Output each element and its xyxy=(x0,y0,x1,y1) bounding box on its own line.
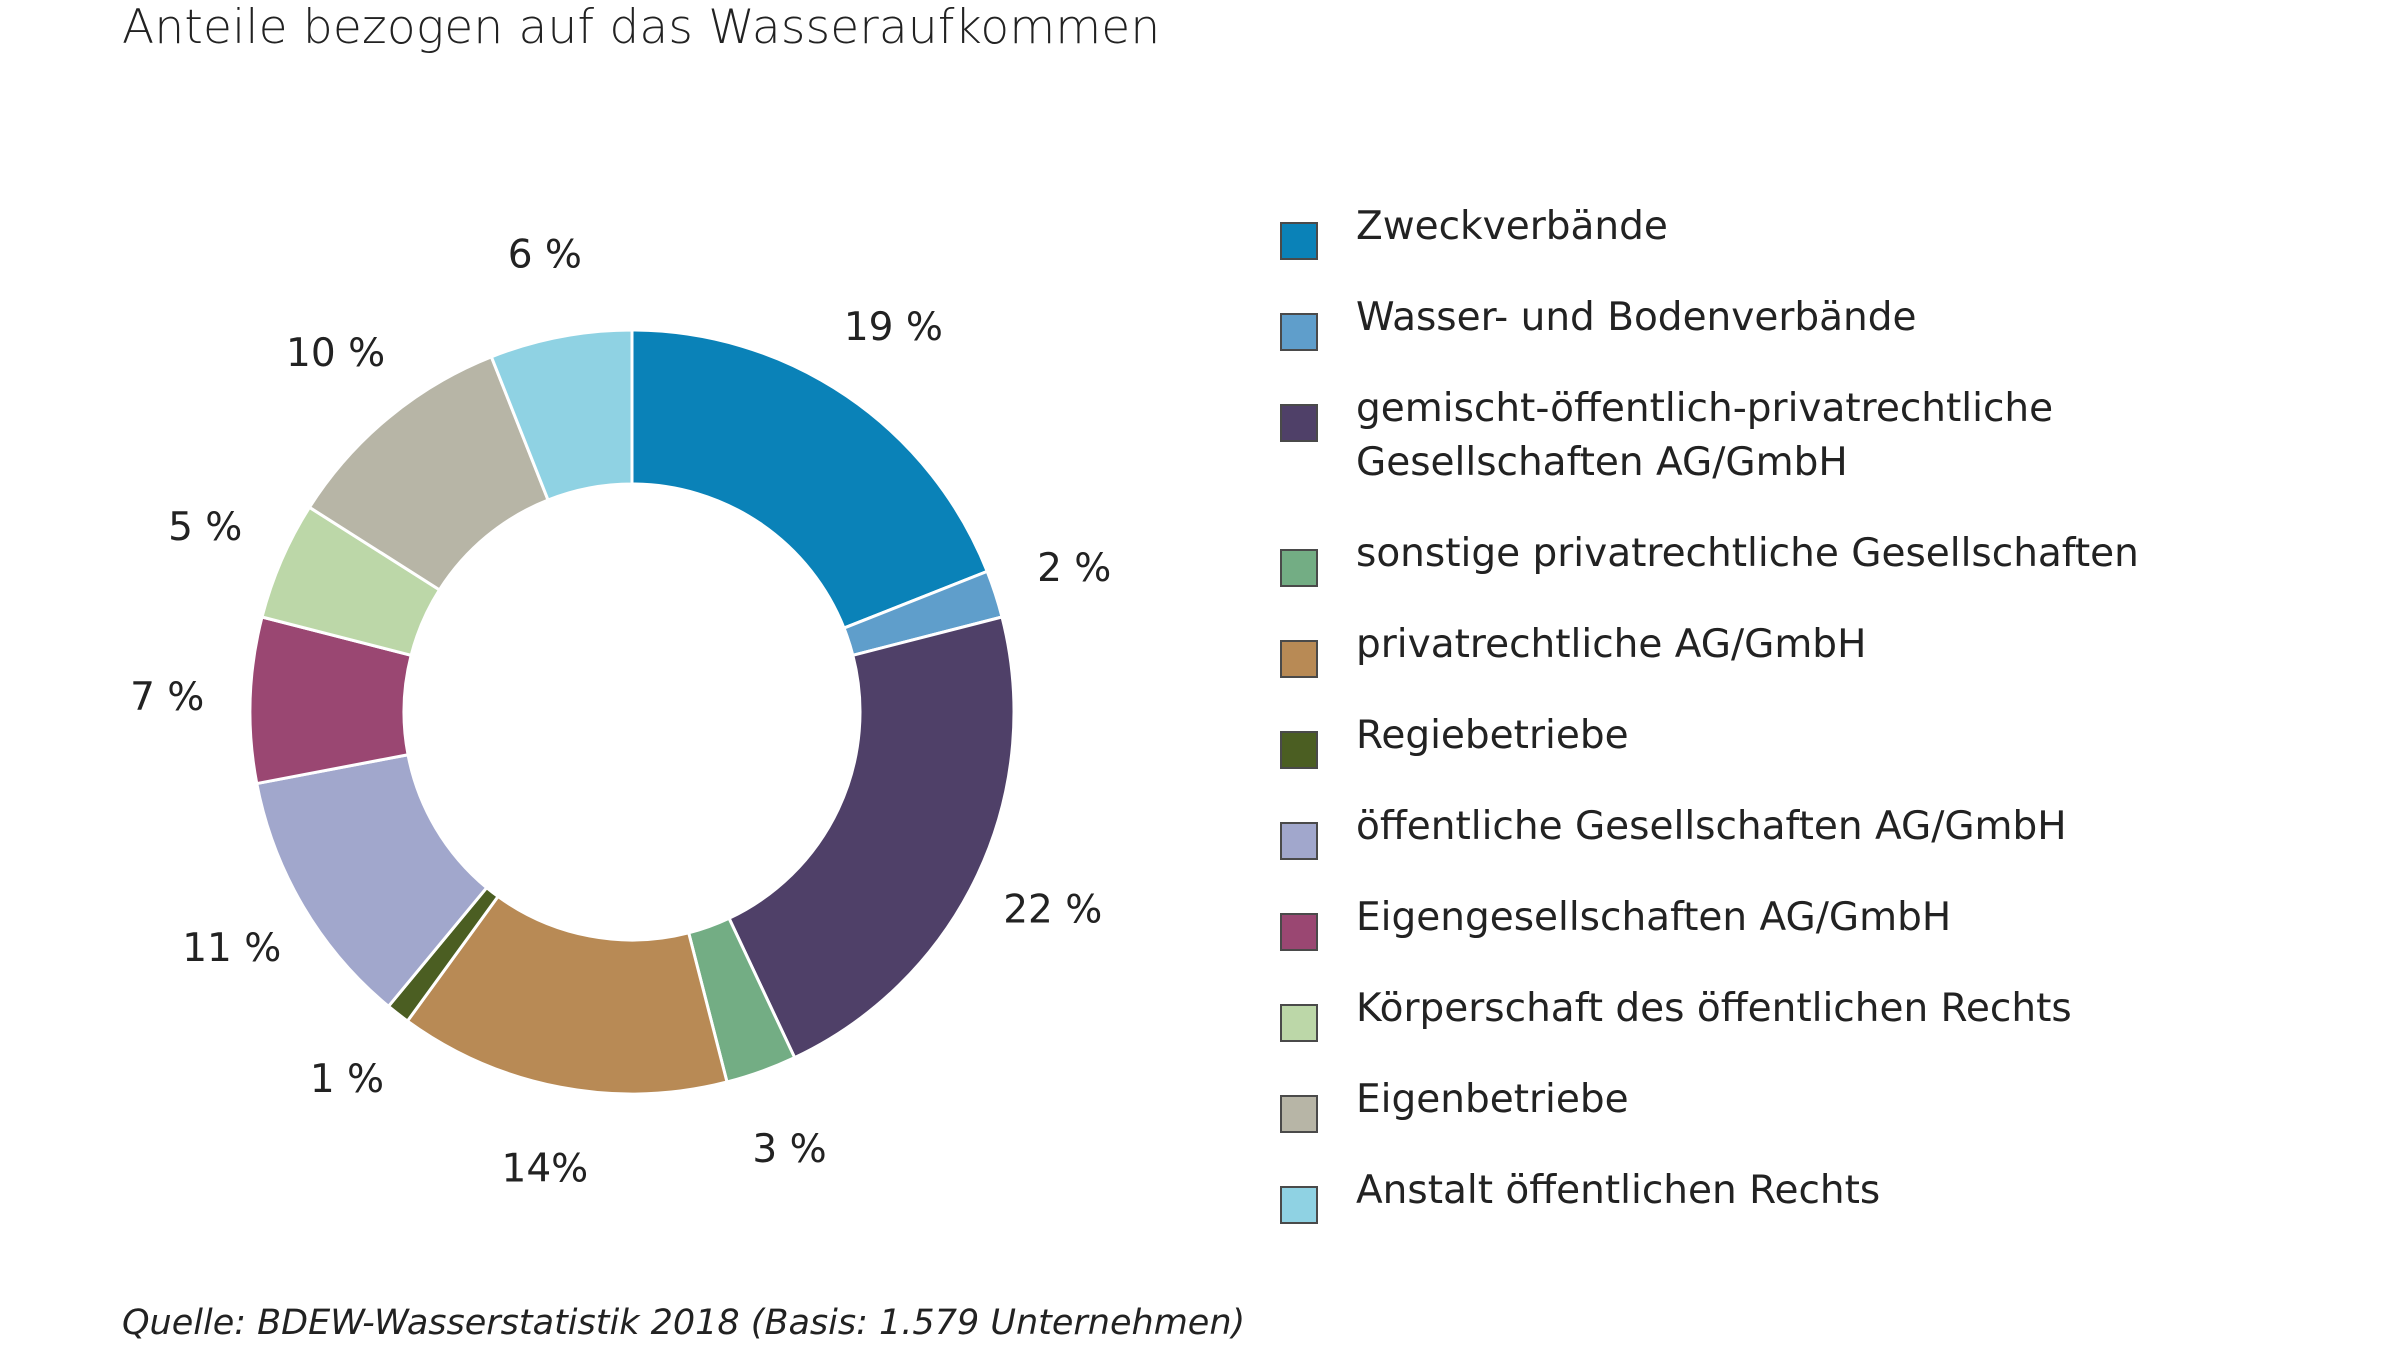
slice-anstalt-oeffentlichen-rechts xyxy=(489,328,634,502)
legend-swatch xyxy=(1280,1186,1318,1224)
slice-label-wasser-und-bodenverbaende: 2 % xyxy=(1037,546,1111,591)
slice-label-oeffentliche-gesellschaften-ag-gmbh: 11 % xyxy=(182,926,281,971)
slice-label-eigengesellschaften-ag-gmbh: 7 % xyxy=(130,675,204,720)
legend-label: Wasser- und Bodenverbände xyxy=(1356,295,1917,340)
legend-swatch xyxy=(1280,313,1318,351)
legend-swatch xyxy=(1280,1004,1318,1042)
legend-swatch xyxy=(1280,1095,1318,1133)
legend-swatch xyxy=(1280,822,1318,860)
slice-zweckverbaende xyxy=(630,328,989,630)
legend-swatch xyxy=(1280,913,1318,951)
chart-title: Anteile bezogen auf das Wasseraufkommen xyxy=(122,0,1161,55)
legend-label: Zweckverbände xyxy=(1356,204,1668,249)
legend-label: öffentliche Gesellschaften AG/GmbH xyxy=(1356,804,2067,849)
legend-label: Eigenbetriebe xyxy=(1356,1077,1629,1122)
slice-label-gemischt-oeffentlich-privatrechtliche-gesellschaften-ag-gmbh: 22 % xyxy=(1003,887,1102,932)
legend-swatch xyxy=(1280,222,1318,260)
legend-swatch xyxy=(1280,640,1318,678)
slice-label-eigenbetriebe: 10 % xyxy=(286,331,385,376)
legend-label: Anstalt öffentlichen Rechts xyxy=(1356,1168,1881,1213)
slice-label-regiebetriebe: 1 % xyxy=(310,1057,384,1102)
legend-swatch xyxy=(1280,549,1318,587)
legend-swatch xyxy=(1280,731,1318,769)
slice-label-zweckverbaende: 19 % xyxy=(844,305,943,350)
donut-chart: 19 % 2 % 22 % 3 % 14% 1 % 11 % 7 % 5 % 10 % 6 % xyxy=(130,233,1111,1192)
legend-label: gemischt-öffentlich-privatrechtliche Gese… xyxy=(1356,386,2054,485)
legend-label: privatrechtliche AG/GmbH xyxy=(1356,622,1867,667)
slice-label-anstalt-oeffentlichen-rechts: 6 % xyxy=(508,233,582,278)
legend-swatch xyxy=(1280,404,1318,442)
slice-label-koerperschaft-des-oeffentlichen-rechts: 5 % xyxy=(168,505,242,550)
donut-slices xyxy=(248,328,1016,1096)
legend-label: Körperschaft des öffentlichen Rechts xyxy=(1356,986,2072,1031)
slice-label-privatrechtliche-ag-gmbh: 14% xyxy=(502,1146,589,1191)
legend-label: sonstige privatrechtliche Gesellschaften xyxy=(1356,531,2139,576)
slice-labels: 19 % 2 % 22 % 3 % 14% 1 % 11 % 7 % 5 % 10 % 6 % xyxy=(130,233,1111,1192)
legend-label: Regiebetriebe xyxy=(1356,713,1629,758)
slice-label-sonstige-privatrechtliche-gesellschaften: 3 % xyxy=(752,1127,826,1172)
slice-gemischt-oeffentlich-privatrechtliche-gesellschaften-ag-gmbh xyxy=(727,615,1016,1060)
slice-privatrechtliche-ag-gmbh xyxy=(405,894,729,1096)
legend-label: Eigengesellschaften AG/GmbH xyxy=(1356,895,1952,940)
source-note: Quelle: BDEW-Wasserstatistik 2018 (Basis… xyxy=(122,1303,1246,1343)
